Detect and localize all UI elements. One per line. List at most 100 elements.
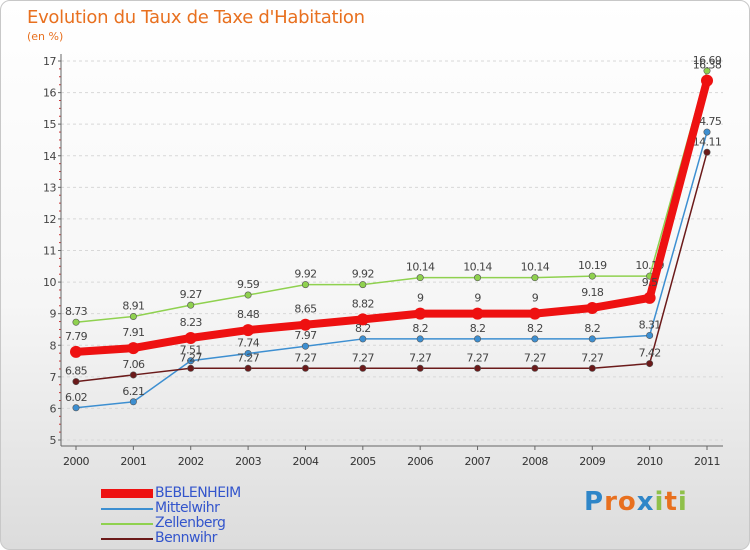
- data-label-zellenberg: 10.14: [463, 261, 492, 274]
- data-point-bennwihr: [588, 364, 596, 372]
- data-point-bennwihr: [129, 371, 137, 379]
- logo-letter: i: [677, 487, 688, 517]
- data-point-mittelwihr: [72, 404, 80, 412]
- data-label-beblenheim: 7.79: [65, 330, 88, 343]
- data-point-bennwihr: [359, 364, 367, 372]
- data-label-bennwihr: 6.85: [65, 365, 88, 378]
- y-tick-label: 14: [43, 150, 56, 163]
- data-point-mittelwihr: [703, 128, 711, 136]
- data-label-beblenheim: 8.82: [352, 297, 374, 310]
- data-point-beblenheim: [471, 307, 484, 320]
- x-tick-label: 2001: [120, 455, 146, 468]
- data-point-zellenberg: [531, 274, 539, 282]
- x-tick-label: 2010: [637, 455, 663, 468]
- series-line-zellenberg: [75, 70, 708, 323]
- data-point-mittelwihr: [588, 335, 596, 343]
- series-line-bennwihr: [75, 152, 708, 383]
- data-label-beblenheim: 7.91: [122, 326, 144, 339]
- y-tick-label: 7: [50, 371, 57, 384]
- data-label-zellenberg: 10.14: [521, 261, 550, 274]
- data-point-zellenberg: [416, 274, 424, 282]
- legend-label: Mittelwihr: [155, 500, 220, 516]
- data-point-bennwihr: [187, 364, 195, 372]
- data-point-zellenberg: [187, 301, 195, 309]
- data-point-bennwihr: [416, 364, 424, 372]
- data-label-bennwihr: 7.27: [409, 351, 432, 364]
- data-point-zellenberg: [474, 274, 482, 282]
- legend-label: BEBLENHEIM: [155, 485, 241, 501]
- x-tick-label: 2004: [292, 455, 318, 468]
- data-point-zellenberg: [703, 67, 711, 75]
- data-point-bennwihr: [72, 378, 80, 386]
- data-label-zellenberg: 10.14: [406, 261, 435, 274]
- data-point-beblenheim: [528, 307, 541, 320]
- data-label-zellenberg: 8.91: [122, 300, 144, 313]
- data-label-bennwihr: 7.27: [466, 351, 489, 364]
- data-label-bennwihr: 7.27: [352, 351, 375, 364]
- data-label-zellenberg: 9.59: [237, 278, 260, 291]
- x-tick-label: 2008: [522, 455, 548, 468]
- y-tick-label: 10: [43, 276, 56, 289]
- data-point-beblenheim: [184, 331, 197, 344]
- data-label-mittelwihr: 7.51: [180, 344, 202, 357]
- x-tick-label: 2003: [235, 455, 261, 468]
- logo-letter: o: [617, 487, 637, 517]
- logo-letter: t: [664, 487, 678, 517]
- legend-swatch-mittelwihr: [101, 507, 153, 510]
- legend-swatch-zellenberg: [101, 522, 153, 525]
- data-point-mittelwihr: [129, 398, 137, 406]
- data-label-mittelwihr: 7.74: [237, 336, 260, 349]
- data-label-beblenheim: 9.18: [581, 286, 604, 299]
- data-point-zellenberg: [588, 272, 596, 280]
- data-label-mittelwihr: 8.31: [639, 318, 661, 331]
- data-label-mittelwihr: 8.2: [470, 322, 486, 335]
- data-point-beblenheim: [356, 313, 369, 326]
- data-point-mittelwihr: [359, 335, 367, 343]
- data-label-beblenheim: 8.65: [294, 303, 317, 316]
- series-line-mittelwihr: [75, 131, 708, 409]
- data-label-zellenberg: 9.92: [352, 268, 374, 281]
- data-label-bennwihr: 7.27: [581, 351, 604, 364]
- data-point-mittelwihr: [646, 331, 654, 339]
- y-unit-label: (en %): [27, 30, 64, 43]
- data-label-mittelwihr: 8.2: [412, 322, 428, 335]
- y-tick-label: 17: [43, 55, 56, 68]
- data-label-mittelwihr: 6.02: [65, 391, 87, 404]
- y-tick-label: 13: [43, 181, 56, 194]
- data-label-mittelwihr: 8.2: [584, 322, 600, 335]
- data-point-zellenberg: [72, 318, 80, 326]
- data-label-zellenberg: 9.92: [294, 268, 316, 281]
- legend-label: Zellenberg: [155, 515, 226, 531]
- data-point-bennwihr: [244, 364, 252, 372]
- data-label-bennwihr: 7.27: [180, 351, 203, 364]
- data-point-beblenheim: [127, 342, 140, 355]
- data-point-bennwihr: [646, 360, 654, 368]
- data-label-beblenheim: 8.48: [237, 308, 260, 321]
- data-label-zellenberg: 9.27: [180, 288, 203, 301]
- data-point-beblenheim: [414, 307, 427, 320]
- data-label-beblenheim: 9: [474, 292, 481, 305]
- data-label-bennwihr: 7.42: [639, 347, 661, 360]
- data-label-zellenberg: 16.69: [693, 54, 722, 67]
- data-point-mittelwihr: [187, 357, 195, 365]
- data-point-mittelwihr: [244, 349, 252, 357]
- logo-letter: P: [584, 487, 605, 517]
- data-label-beblenheim: 9: [532, 292, 539, 305]
- data-point-beblenheim: [299, 318, 312, 331]
- data-label-zellenberg: 10.19: [578, 259, 607, 272]
- data-point-zellenberg: [244, 291, 252, 299]
- logo-letter: x: [636, 487, 655, 517]
- y-tick-label: 8: [50, 339, 57, 352]
- x-tick-label: 2007: [465, 455, 491, 468]
- data-point-beblenheim: [242, 324, 255, 337]
- legend-item-zellenberg: Zellenberg: [101, 516, 241, 531]
- legend-swatch-bennwihr: [101, 537, 153, 540]
- x-tick-label: 2011: [694, 455, 720, 468]
- data-point-beblenheim: [586, 301, 599, 314]
- legend-swatch-beblenheim: [101, 489, 153, 498]
- data-point-bennwihr: [301, 364, 309, 372]
- x-tick-label: 2006: [407, 455, 433, 468]
- data-label-beblenheim: 9: [417, 292, 424, 305]
